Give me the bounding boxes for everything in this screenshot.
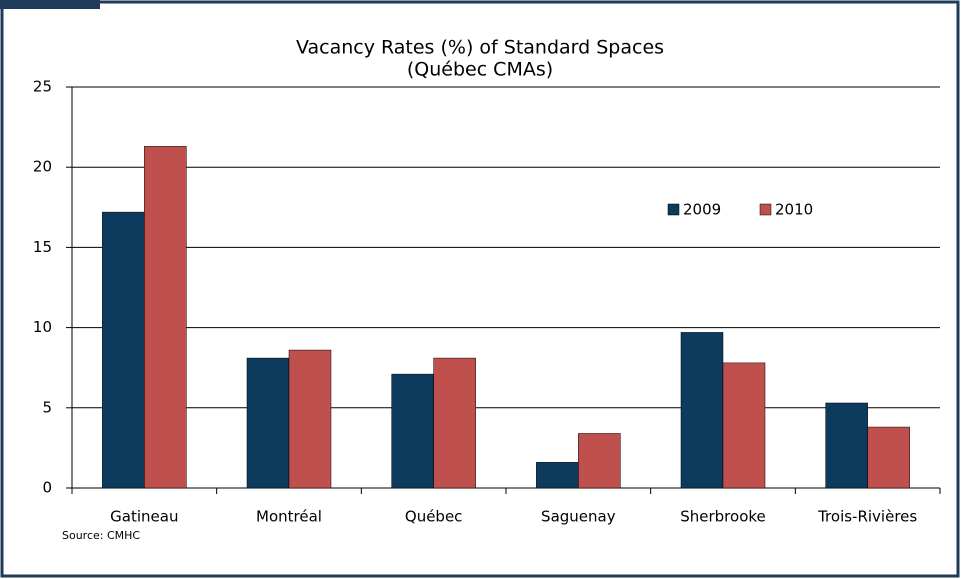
bar [102,211,145,489]
y-tick-label: 25 [33,78,52,96]
bar [722,362,766,489]
legend-label: 2009 [683,201,721,219]
source: Source: CMHC [62,529,140,542]
bar [825,402,868,489]
y-tick-label: 0 [42,479,52,497]
bar [288,349,332,489]
bar [144,146,187,489]
y-tick-label: 20 [33,158,52,176]
bar [578,433,621,489]
bar [433,357,476,489]
bar [867,426,910,489]
y-tick-label: 5 [42,398,52,416]
x-tick-label: Saguenay [541,508,616,526]
x-tick-label: Montréal [256,508,322,526]
legend-swatch [667,203,680,216]
bar [246,357,290,489]
legend-label: 2010 [775,201,813,219]
bar [680,332,724,489]
y-tick-label: 10 [33,318,52,336]
x-tick-label: Trois-Rivières [817,508,917,526]
tab [0,0,100,9]
bar [536,462,579,489]
x-tick-label: Québec [405,508,463,526]
x-tick-label: Gatineau [110,508,178,526]
x-tick-label: Sherbrooke [680,508,766,526]
chart-subtitle: (Québec CMAs) [407,59,553,81]
y-tick-label: 15 [33,238,52,256]
legend-swatch [759,203,772,216]
bar [391,373,434,489]
chart-title: Vacancy Rates (%) of Standard Spaces [296,37,664,59]
